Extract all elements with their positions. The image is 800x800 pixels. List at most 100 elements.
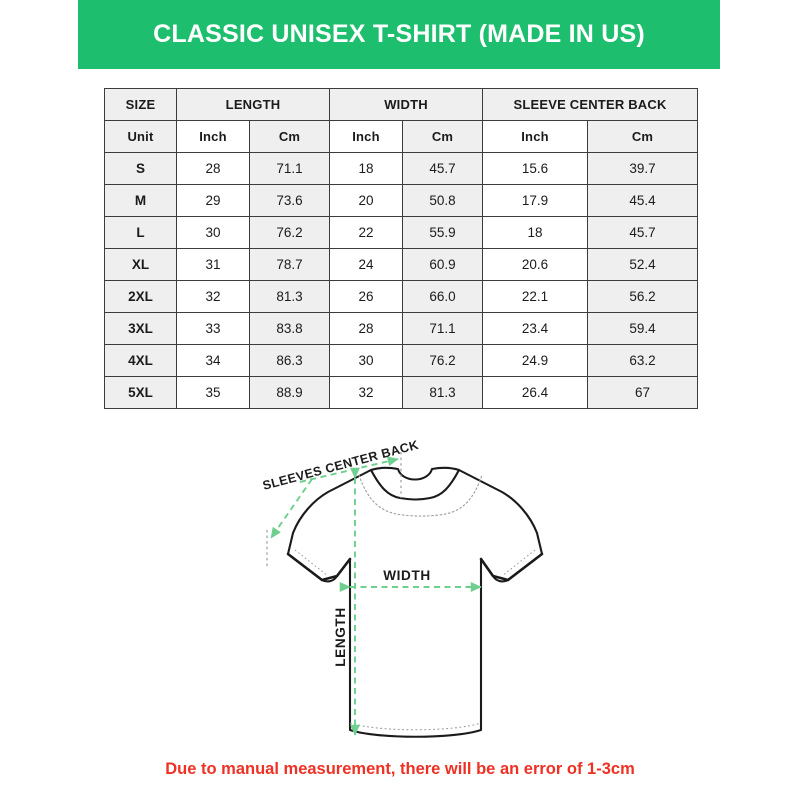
cell-width-inch: 22	[329, 216, 403, 249]
cell-size: 2XL	[104, 280, 177, 313]
cell-sleeve-inch: 20.6	[482, 248, 589, 281]
cell-length-inch: 30	[176, 216, 250, 249]
table-row: XL 31 78.7 24 60.9 20.6 52.4	[104, 248, 699, 281]
header-width: WIDTH	[328, 88, 484, 121]
left-sleeve-hem-path	[286, 552, 352, 582]
cell-sleeve-inch: 18	[482, 216, 589, 249]
cell-sleeve-inch: 22.1	[482, 280, 589, 313]
tshirt-measurement-diagram: SLEEVES CENTER BACK WIDTH LENGTH	[240, 430, 570, 760]
right-sleeve-seam-path	[501, 549, 536, 577]
table-row: 3XL 33 83.8 28 71.1 23.4 59.4	[104, 312, 699, 345]
cell-sleeve-cm: 63.2	[587, 344, 699, 377]
table-row: L 30 76.2 22 55.9 18 45.7	[104, 216, 699, 249]
cell-length-cm: 73.6	[249, 184, 330, 217]
table-row: 5XL 35 88.9 32 81.3 26.4 67	[104, 376, 699, 409]
cell-length-cm: 83.8	[249, 312, 330, 345]
header-banner: CLASSIC UNISEX T-SHIRT (MADE IN US)	[78, 0, 720, 69]
cell-length-inch: 31	[176, 248, 250, 281]
cell-sleeve-cm: 45.7	[587, 216, 699, 249]
cell-sleeve-cm: 39.7	[587, 152, 699, 185]
cell-sleeve-inch: 24.9	[482, 344, 589, 377]
cell-length-cm: 78.7	[249, 248, 330, 281]
cell-size: S	[104, 152, 177, 185]
bottom-hem-seam-path	[349, 722, 482, 731]
header-sleeve-center-back: SLEEVE CENTER BACK	[482, 88, 699, 121]
cell-width-cm: 81.3	[401, 376, 484, 409]
tshirt-body-path	[286, 466, 544, 738]
table-body: S 28 71.1 18 45.7 15.6 39.7 M 29 73.6 20 50.8 17.9 45…	[104, 152, 699, 409]
cell-sleeve-cm: 56.2	[587, 280, 699, 313]
cell-width-cm: 45.7	[401, 152, 484, 185]
measurement-disclaimer: Due to manual measurement, there will be…	[165, 760, 635, 778]
size-table: SIZE LENGTH WIDTH SLEEVE CENTER BACK Uni…	[104, 88, 699, 409]
cell-width-inch: 18	[329, 152, 403, 185]
header-size: SIZE	[104, 88, 177, 121]
cell-sleeve-cm: 52.4	[587, 248, 699, 281]
table-unit-header-row: Unit Inch Cm Inch Cm Inch Cm	[104, 120, 699, 153]
cell-width-cm: 71.1	[401, 312, 484, 345]
cell-width-cm: 60.9	[401, 248, 484, 281]
table-row: S 28 71.1 18 45.7 15.6 39.7	[104, 152, 699, 185]
cell-length-cm: 81.3	[249, 280, 330, 313]
table-row: M 29 73.6 20 50.8 17.9 45.4	[104, 184, 699, 217]
cell-sleeve-cm: 59.4	[587, 312, 699, 345]
header-length: LENGTH	[176, 88, 330, 121]
cell-width-inch: 30	[329, 344, 403, 377]
cell-sleeve-inch: 23.4	[482, 312, 589, 345]
cell-length-inch: 35	[176, 376, 250, 409]
size-table-container: SIZE LENGTH WIDTH SLEEVE CENTER BACK Uni…	[104, 88, 699, 409]
left-sleeve-seam-path	[294, 549, 329, 577]
right-sleeve-hem-path	[479, 552, 544, 582]
collar-outer-path	[369, 468, 461, 501]
cell-length-inch: 29	[176, 184, 250, 217]
cell-sleeve-inch: 26.4	[482, 376, 589, 409]
cell-sleeve-cm: 67	[587, 376, 699, 409]
cell-length-inch: 28	[176, 152, 250, 185]
cell-sleeve-inch: 15.6	[482, 152, 589, 185]
header-sleeve-inch: Inch	[482, 120, 589, 153]
cell-length-cm: 86.3	[249, 344, 330, 377]
cell-length-inch: 34	[176, 344, 250, 377]
cell-size: 4XL	[104, 344, 177, 377]
page-title: CLASSIC UNISEX T-SHIRT (MADE IN US)	[153, 20, 645, 48]
cell-length-cm: 88.9	[249, 376, 330, 409]
header-sleeve-cm: Cm	[587, 120, 699, 153]
cell-width-inch: 20	[329, 184, 403, 217]
cell-sleeve-cm: 45.4	[587, 184, 699, 217]
table-row: 4XL 34 86.3 30 76.2 24.9 63.2	[104, 344, 699, 377]
cell-size: 3XL	[104, 312, 177, 345]
cell-size: XL	[104, 248, 177, 281]
cell-width-inch: 28	[329, 312, 403, 345]
cell-width-inch: 26	[329, 280, 403, 313]
table-head: SIZE LENGTH WIDTH SLEEVE CENTER BACK Uni…	[104, 88, 699, 153]
label-length: LENGTH	[333, 607, 348, 666]
collar-inner-seam-path	[358, 474, 483, 517]
cell-width-inch: 32	[329, 376, 403, 409]
cell-width-cm: 76.2	[401, 344, 484, 377]
cell-sleeve-inch: 17.9	[482, 184, 589, 217]
tshirt-outline-group	[286, 466, 544, 738]
cell-length-cm: 71.1	[249, 152, 330, 185]
header-width-inch: Inch	[329, 120, 403, 153]
cell-width-cm: 66.0	[401, 280, 484, 313]
label-width: WIDTH	[383, 568, 431, 583]
header-width-cm: Cm	[401, 120, 484, 153]
header-length-inch: Inch	[176, 120, 250, 153]
table-group-header-row: SIZE LENGTH WIDTH SLEEVE CENTER BACK	[104, 88, 699, 121]
sleeve-guide-bend-path	[299, 478, 313, 483]
cell-size: M	[104, 184, 177, 217]
header-unit: Unit	[104, 120, 177, 153]
cell-length-inch: 33	[176, 312, 250, 345]
cell-size: 5XL	[104, 376, 177, 409]
cell-length-inch: 32	[176, 280, 250, 313]
measurement-guides-group	[266, 452, 482, 736]
cell-width-cm: 50.8	[401, 184, 484, 217]
sleeve-guide-lower-line	[270, 478, 313, 539]
header-length-cm: Cm	[249, 120, 330, 153]
cell-size: L	[104, 216, 177, 249]
cell-length-cm: 76.2	[249, 216, 330, 249]
cell-width-cm: 55.9	[401, 216, 484, 249]
table-row: 2XL 32 81.3 26 66.0 22.1 56.2	[104, 280, 699, 313]
cell-width-inch: 24	[329, 248, 403, 281]
